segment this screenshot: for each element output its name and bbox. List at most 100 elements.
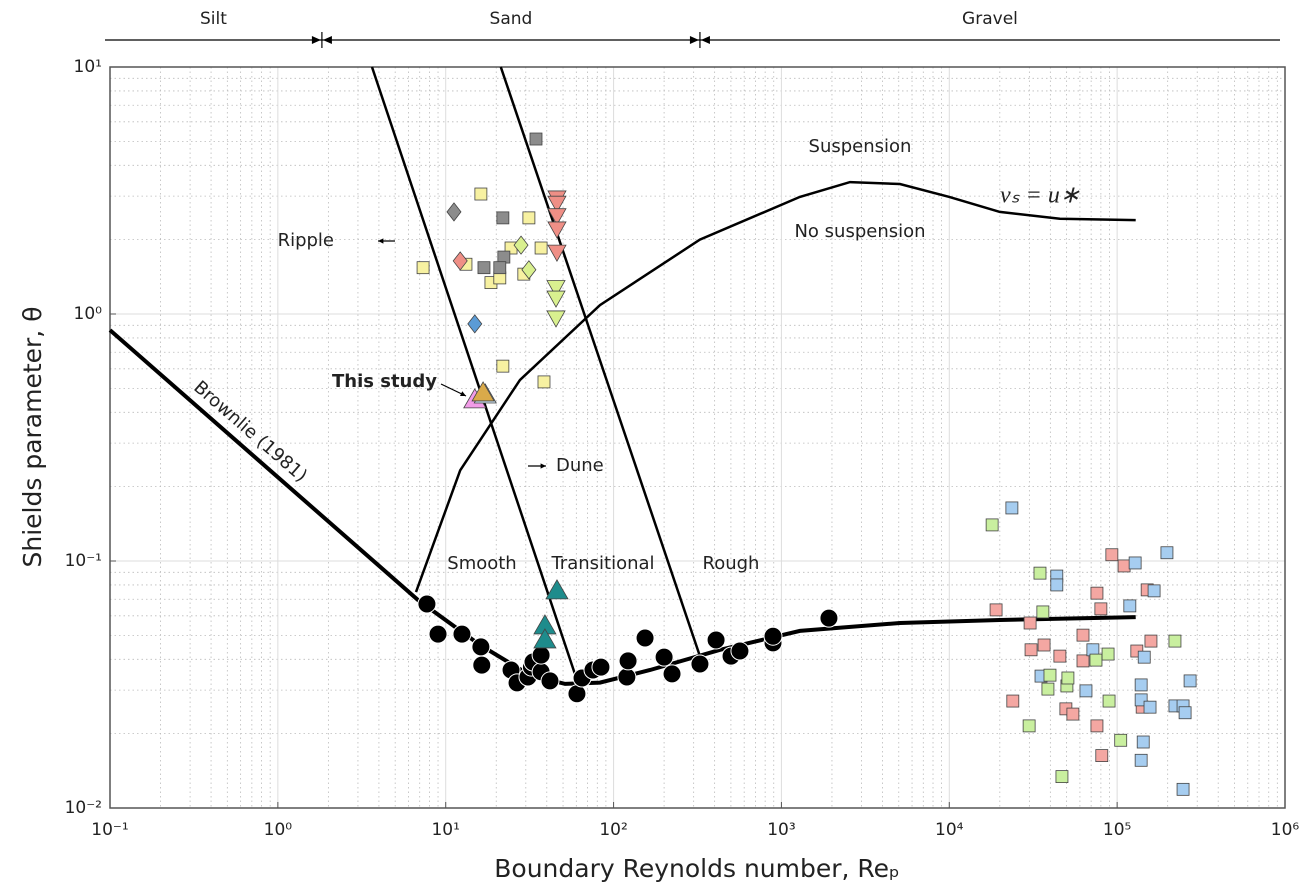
data-point bbox=[985, 518, 999, 532]
data-point bbox=[1137, 650, 1151, 664]
data-point bbox=[1076, 628, 1090, 642]
annotation: Smooth bbox=[447, 553, 516, 574]
data-point bbox=[1183, 674, 1197, 688]
data-point bbox=[1134, 678, 1148, 692]
data-point bbox=[1023, 616, 1037, 630]
data-point bbox=[730, 641, 750, 661]
x-tick-label: 10⁵ bbox=[1103, 820, 1131, 840]
data-point bbox=[591, 657, 611, 677]
size-class-label: Silt bbox=[200, 9, 227, 29]
y-tick-label: 10⁻¹ bbox=[65, 551, 102, 571]
data-point bbox=[1102, 694, 1116, 708]
annotation: Ripple bbox=[278, 230, 334, 251]
size-class-label: Sand bbox=[490, 9, 533, 29]
data-point bbox=[1055, 770, 1069, 784]
data-point bbox=[547, 195, 567, 213]
data-point bbox=[1160, 546, 1174, 560]
data-point bbox=[1006, 694, 1020, 708]
plot-area bbox=[108, 66, 1197, 796]
data-point bbox=[1114, 733, 1128, 747]
data-point bbox=[989, 603, 1003, 617]
data-point bbox=[1101, 647, 1115, 661]
data-point bbox=[545, 579, 569, 600]
arrow-head bbox=[460, 391, 466, 397]
data-point bbox=[1117, 559, 1131, 573]
data-point bbox=[471, 637, 491, 657]
annotation: Rough bbox=[703, 553, 760, 574]
data-point bbox=[1053, 649, 1067, 663]
data-point bbox=[513, 235, 529, 255]
x-tick-label: 10⁶ bbox=[1271, 820, 1300, 840]
data-point bbox=[497, 250, 511, 264]
data-point bbox=[1143, 700, 1157, 714]
data-point bbox=[496, 359, 510, 373]
data-point bbox=[1024, 643, 1038, 657]
data-point bbox=[531, 645, 551, 665]
data-point bbox=[1176, 782, 1190, 796]
data-point bbox=[1095, 749, 1109, 762]
data-point bbox=[540, 671, 560, 691]
data-point bbox=[546, 290, 566, 308]
data-point bbox=[1178, 706, 1192, 720]
data-point bbox=[474, 187, 488, 201]
data-point bbox=[1136, 735, 1150, 749]
annotation: This study bbox=[332, 371, 437, 392]
data-point bbox=[1037, 638, 1051, 652]
data-point bbox=[529, 132, 543, 146]
data-point bbox=[1094, 602, 1108, 616]
data-point bbox=[537, 375, 551, 389]
data-point bbox=[690, 654, 710, 674]
data-point bbox=[1033, 566, 1047, 580]
data-point bbox=[547, 221, 567, 239]
curve bbox=[499, 66, 702, 657]
data-point bbox=[618, 651, 638, 671]
data-point bbox=[452, 624, 472, 644]
data-point bbox=[1079, 684, 1093, 698]
x-tick-label: 10¹ bbox=[431, 820, 459, 840]
data-point bbox=[1089, 653, 1103, 667]
data-point bbox=[1105, 548, 1119, 562]
curve bbox=[414, 180, 1136, 593]
annotation: No suspension bbox=[794, 221, 925, 242]
data-point bbox=[1090, 719, 1104, 733]
data-point bbox=[467, 314, 483, 334]
x-axis-label: Boundary Reynolds number, Reₚ bbox=[494, 854, 900, 883]
data-point bbox=[635, 628, 655, 648]
data-point bbox=[546, 280, 566, 298]
data-point bbox=[1043, 668, 1057, 682]
y-tick-label: 10⁰ bbox=[74, 304, 103, 324]
annotation: Brownlie (1981) bbox=[189, 377, 311, 487]
annotation: Transitional bbox=[550, 553, 654, 574]
data-point bbox=[472, 655, 492, 675]
y-tick-label: 10¹ bbox=[74, 57, 102, 77]
data-point bbox=[1090, 586, 1104, 600]
arrow-head bbox=[378, 238, 384, 244]
data-point bbox=[1128, 556, 1142, 570]
data-point bbox=[428, 624, 448, 644]
arrow-head bbox=[540, 463, 546, 469]
x-tick-label: 10³ bbox=[767, 820, 795, 840]
y-axis-label: Shields parameter, θ bbox=[18, 307, 47, 568]
data-point bbox=[1147, 584, 1161, 598]
arrow-head bbox=[311, 36, 321, 44]
data-point bbox=[416, 261, 430, 275]
data-point bbox=[446, 202, 462, 222]
data-point bbox=[1061, 671, 1075, 685]
size-class-label: Gravel bbox=[962, 9, 1018, 29]
data-point bbox=[496, 211, 510, 225]
data-point bbox=[546, 310, 566, 328]
data-point bbox=[471, 381, 495, 402]
data-point bbox=[534, 241, 548, 255]
data-point bbox=[706, 630, 726, 650]
y-tick-label: 10⁻² bbox=[65, 798, 102, 818]
arrow-head bbox=[700, 36, 710, 44]
data-point bbox=[819, 608, 839, 628]
annotation: Dune bbox=[556, 455, 604, 476]
arrow-head bbox=[689, 36, 699, 44]
data-point bbox=[522, 211, 536, 225]
data-point bbox=[547, 244, 567, 262]
plot-frame bbox=[109, 66, 1286, 809]
data-point bbox=[662, 664, 682, 684]
data-point bbox=[1134, 753, 1148, 767]
